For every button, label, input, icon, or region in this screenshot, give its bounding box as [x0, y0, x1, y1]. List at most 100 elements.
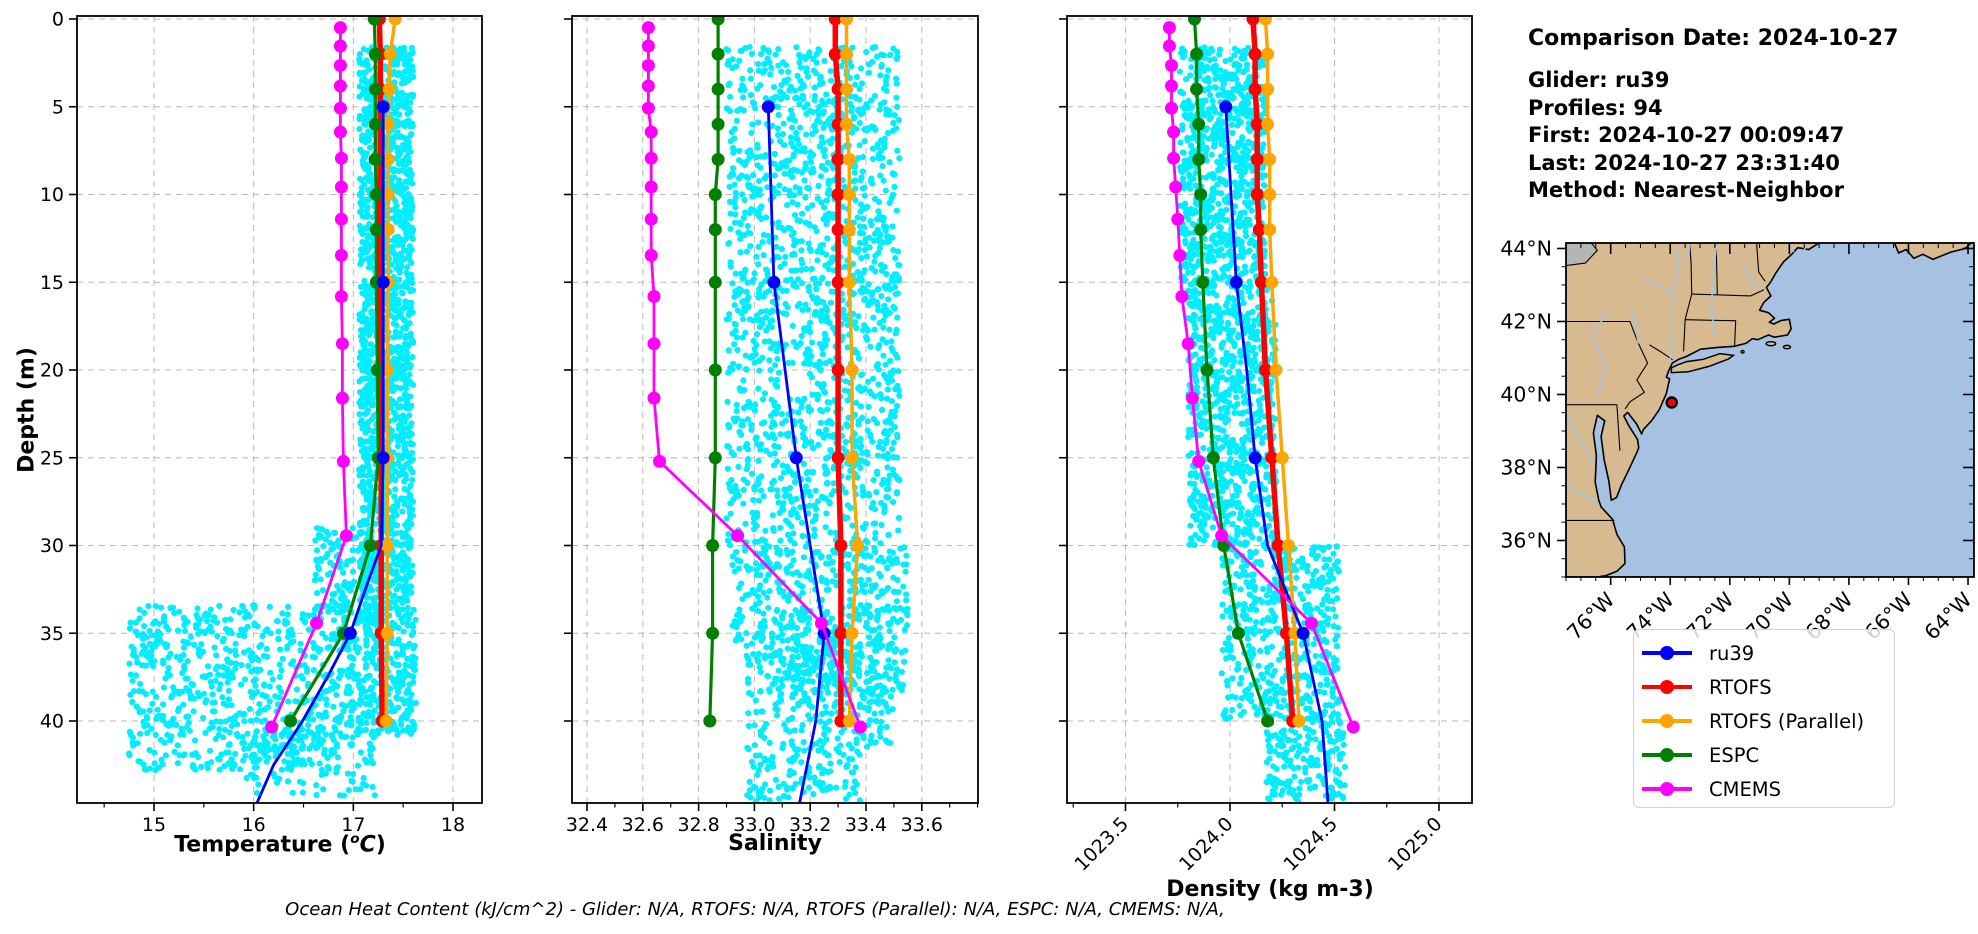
temperature-axis-label: Temperature (oC) — [174, 831, 386, 857]
legend-line-sample — [1642, 782, 1692, 796]
temperature-axis-label-sup: o — [350, 831, 360, 847]
temperature-y-axis: 0 5 10 15 20 25 30 35 40 — [40, 9, 77, 733]
temperature-axis-label-text: Temperature ( — [174, 832, 351, 858]
map-mainland — [1566, 243, 1820, 577]
map-state-border — [1689, 243, 1693, 295]
legend-marker-dot — [1660, 714, 1674, 728]
map-lake — [1566, 243, 1599, 267]
profiles-count-line: Profiles: 94 — [1528, 95, 1663, 120]
series-legend: ru39 RTOFS RTOFS (Parallel) ESPC CMEMS — [1633, 629, 1895, 808]
svg-text:10: 10 — [40, 184, 64, 206]
legend-entry-cmems: CMEMS — [1642, 772, 1894, 806]
svg-text:20: 20 — [40, 360, 64, 382]
map-river — [1630, 308, 1640, 344]
svg-text:15: 15 — [40, 272, 64, 294]
map-river — [1687, 243, 1691, 258]
salinity-line-ru39 — [766, 105, 826, 803]
legend-label: ESPC — [1709, 743, 1760, 767]
map-state-border — [1649, 344, 1673, 361]
legend-marker-dot — [1660, 680, 1674, 694]
legend-entry-rtofs-parallel-: RTOFS (Parallel) — [1642, 704, 1894, 738]
map-lat-label: 42°N — [1500, 309, 1552, 333]
map-river — [1591, 310, 1609, 397]
map-long-island — [1670, 352, 1736, 374]
map-river — [1742, 262, 1762, 291]
map-lat-label: 36°N — [1500, 528, 1552, 552]
map-state-border — [1624, 343, 1649, 410]
salinity-axis-label: Salinity — [728, 831, 822, 856]
salinity-profiles — [641, 16, 867, 803]
svg-text:18: 18 — [441, 814, 465, 836]
last-profile-line: Last: 2024-10-27 23:31:40 — [1528, 150, 1840, 175]
density-axis-label: Density (kg m-3) — [1166, 877, 1374, 902]
map-lat-label: 44°N — [1500, 236, 1552, 260]
map-state-border — [1566, 320, 1639, 344]
map-lon-label: 76°W — [1562, 588, 1619, 645]
legend-line-sample — [1642, 646, 1692, 660]
legend-line-sample — [1642, 680, 1692, 694]
temperature-profiles — [255, 16, 402, 803]
glider-location-marker — [1665, 396, 1678, 409]
svg-text:5: 5 — [52, 96, 64, 118]
salinity-plot: 32.4 32.6 32.8 33.0 33.2 33.4 33.6 — [564, 15, 979, 836]
ocean-heat-content-footnote: Ocean Heat Content (kJ/cm^2) - Glider: N… — [285, 899, 1225, 920]
comparison-date-title: Comparison Date: 2024-10-27 — [1528, 26, 1899, 51]
map-state-border — [1616, 404, 1621, 451]
temperature-x-axis: 15 16 17 18 — [103, 803, 465, 836]
salinity-y-axis — [564, 18, 572, 722]
map-river — [1566, 484, 1600, 505]
legend-label: RTOFS (Parallel) — [1709, 709, 1865, 733]
map-state-border — [1685, 319, 1736, 322]
salinity-glider-scatter — [723, 44, 911, 803]
map-state-border — [1756, 243, 1766, 282]
density-y-axis — [1059, 18, 1067, 722]
svg-text:35: 35 — [40, 623, 64, 645]
svg-text:17: 17 — [341, 814, 365, 836]
salinity-x-axis: 32.4 32.6 32.8 33.0 33.2 33.4 33.6 — [566, 803, 979, 836]
temperature-line-ru39 — [255, 105, 385, 803]
glider-name-line: Glider: ru39 — [1528, 68, 1670, 92]
svg-text:40: 40 — [40, 711, 64, 733]
map-river — [1566, 414, 1594, 463]
map-state-border — [1683, 293, 1693, 352]
legend-line-sample — [1642, 748, 1692, 762]
map-river — [1710, 243, 1718, 337]
method-line: Method: Nearest-Neighbor — [1528, 178, 1844, 202]
comparison-info-panel: Comparison Date: 2024-10-27 Glider: ru39… — [1528, 26, 1898, 205]
density-profiles — [1162, 16, 1360, 803]
svg-text:16: 16 — [242, 814, 266, 836]
legend-entry-espc: ESPC — [1642, 738, 1894, 772]
temperature-plot: 15 16 17 18 0 5 10 15 20 25 30 35 40 — [40, 9, 483, 836]
map-state-border — [1691, 289, 1765, 297]
legend-label: RTOFS — [1709, 675, 1772, 699]
depth-axis-label: Depth (m) — [14, 347, 40, 473]
first-profile-line: First: 2024-10-27 00:09:47 — [1528, 123, 1845, 147]
density-x-axis: 1023.5 1024.0 1024.5 1025.0 — [1070, 803, 1447, 876]
svg-text:0: 0 — [52, 9, 64, 31]
temperature-axis-label-close: ) — [375, 832, 386, 858]
legend-label: CMEMS — [1709, 777, 1781, 801]
legend-marker-dot — [1660, 646, 1674, 660]
svg-text:15: 15 — [142, 814, 166, 836]
map-river — [1643, 278, 1673, 293]
legend-marker-dot — [1660, 782, 1674, 796]
map-lat-label: 38°N — [1500, 455, 1552, 479]
map-state-border — [1734, 320, 1737, 346]
legend-entry-ru39: ru39 — [1642, 636, 1894, 670]
legend-line-sample — [1642, 714, 1692, 728]
map-lat-label: 40°N — [1500, 382, 1552, 406]
temperature-axis-label-unit: C — [359, 832, 376, 858]
map-northeast-land — [1893, 243, 1973, 261]
map-river — [1803, 243, 1808, 251]
map-river — [1669, 243, 1681, 362]
density-line-ru39 — [1224, 105, 1330, 803]
legend-entry-rtofs: RTOFS — [1642, 670, 1894, 704]
svg-text:30: 30 — [40, 535, 64, 557]
density-plot: 1023.5 1024.0 1024.5 1025.0 — [1059, 15, 1473, 876]
legend-marker-dot — [1660, 748, 1674, 762]
location-map: 44°N42°N40°N38°N36°N76°W 74°W 72°W 70°W 68°W… — [1500, 236, 1977, 645]
map-lon-label: 64°W — [1920, 588, 1977, 645]
svg-text:25: 25 — [40, 447, 64, 469]
legend-label: ru39 — [1709, 641, 1755, 665]
